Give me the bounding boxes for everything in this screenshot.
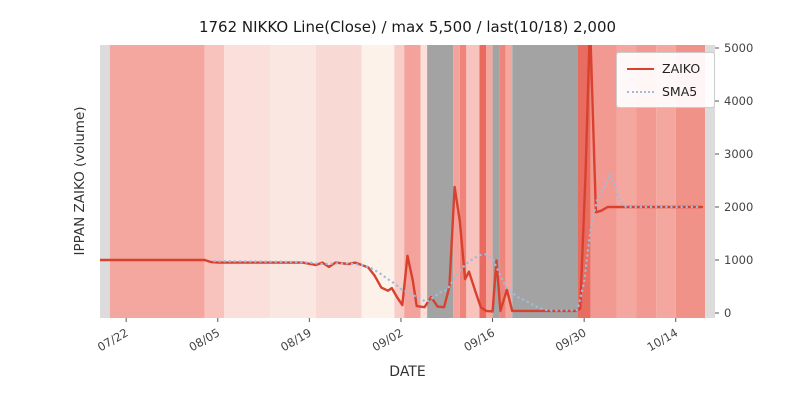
background-band	[420, 45, 428, 318]
background-band	[100, 45, 110, 318]
y-tick-label: 3000	[724, 147, 753, 161]
background-band	[394, 45, 405, 318]
background-band	[459, 45, 467, 318]
y-axis-label: IPPAN ZAIKO (volume)	[72, 106, 88, 256]
y-tick-label: 4000	[724, 94, 753, 108]
x-tick-label: 08/05	[187, 325, 223, 354]
background-band	[204, 45, 225, 318]
x-axis-label: DATE	[389, 364, 426, 380]
background-band	[404, 45, 421, 318]
background-bands	[100, 45, 715, 318]
background-band	[616, 45, 637, 318]
x-tick-label: 09/16	[461, 325, 497, 354]
background-band	[705, 45, 715, 318]
y-tick-label: 1000	[724, 253, 753, 267]
x-tick-label: 07/22	[95, 325, 131, 354]
background-band	[466, 45, 480, 318]
x-tick-label: 08/19	[278, 325, 314, 354]
chart-title: 1762 NIKKO Line(Close) / max 5,500 / las…	[198, 18, 617, 36]
background-band	[636, 45, 657, 318]
background-band	[361, 45, 395, 318]
background-band	[656, 45, 676, 318]
zaiko-line	[100, 45, 704, 313]
legend-item-sma5: SMA5	[627, 84, 700, 99]
background-band	[453, 45, 460, 318]
background-band	[479, 45, 486, 318]
background-band	[486, 45, 493, 318]
background-band	[492, 45, 500, 318]
x-tick-label: 09/02	[370, 325, 406, 354]
x-tick-label: 10/14	[645, 325, 681, 354]
background-band	[505, 45, 513, 318]
sma5-line-swatch	[627, 90, 654, 93]
legend-label-zaiko: ZAIKO	[662, 61, 701, 76]
legend: ZAIKO SMA5	[616, 52, 716, 108]
sma5-line	[213, 172, 704, 312]
x-tick-label: 09/30	[553, 325, 589, 354]
background-band	[270, 45, 316, 318]
legend-item-zaiko: ZAIKO	[627, 61, 700, 76]
series-lines	[100, 45, 704, 313]
background-band	[499, 45, 506, 318]
y-tick-label: 0	[724, 306, 731, 320]
background-band	[109, 45, 205, 318]
background-band	[315, 45, 362, 318]
background-band	[512, 45, 578, 318]
y-tick-label: 2000	[724, 200, 753, 214]
legend-label-sma5: SMA5	[662, 84, 698, 99]
y-tick-label: 5000	[724, 41, 753, 55]
background-band	[224, 45, 271, 318]
zaiko-line-swatch	[627, 67, 654, 70]
